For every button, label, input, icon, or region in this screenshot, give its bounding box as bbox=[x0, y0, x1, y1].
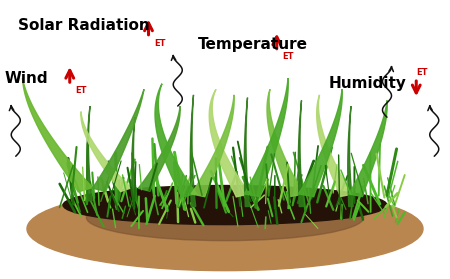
Polygon shape bbox=[209, 89, 250, 197]
Polygon shape bbox=[244, 98, 250, 206]
Text: ET: ET bbox=[416, 68, 428, 77]
Text: ET: ET bbox=[76, 86, 87, 95]
Text: Humidity: Humidity bbox=[328, 76, 406, 91]
Text: Wind: Wind bbox=[4, 71, 48, 86]
Polygon shape bbox=[267, 89, 304, 197]
Polygon shape bbox=[138, 106, 180, 191]
Ellipse shape bbox=[63, 186, 387, 225]
Polygon shape bbox=[298, 89, 342, 197]
Ellipse shape bbox=[86, 195, 364, 240]
Polygon shape bbox=[244, 78, 288, 197]
Text: ET: ET bbox=[283, 52, 294, 61]
Polygon shape bbox=[87, 106, 92, 201]
Polygon shape bbox=[81, 112, 131, 192]
Polygon shape bbox=[155, 84, 197, 197]
Polygon shape bbox=[191, 95, 234, 197]
Text: Temperature: Temperature bbox=[198, 37, 308, 52]
Polygon shape bbox=[349, 100, 387, 196]
Polygon shape bbox=[22, 78, 93, 192]
Polygon shape bbox=[348, 106, 353, 206]
Polygon shape bbox=[317, 95, 352, 196]
Polygon shape bbox=[132, 117, 137, 201]
Polygon shape bbox=[298, 100, 304, 206]
Polygon shape bbox=[190, 95, 196, 206]
Ellipse shape bbox=[27, 187, 423, 271]
Text: Solar Radiation: Solar Radiation bbox=[18, 18, 150, 33]
Text: ET: ET bbox=[154, 39, 166, 47]
Polygon shape bbox=[92, 89, 144, 191]
